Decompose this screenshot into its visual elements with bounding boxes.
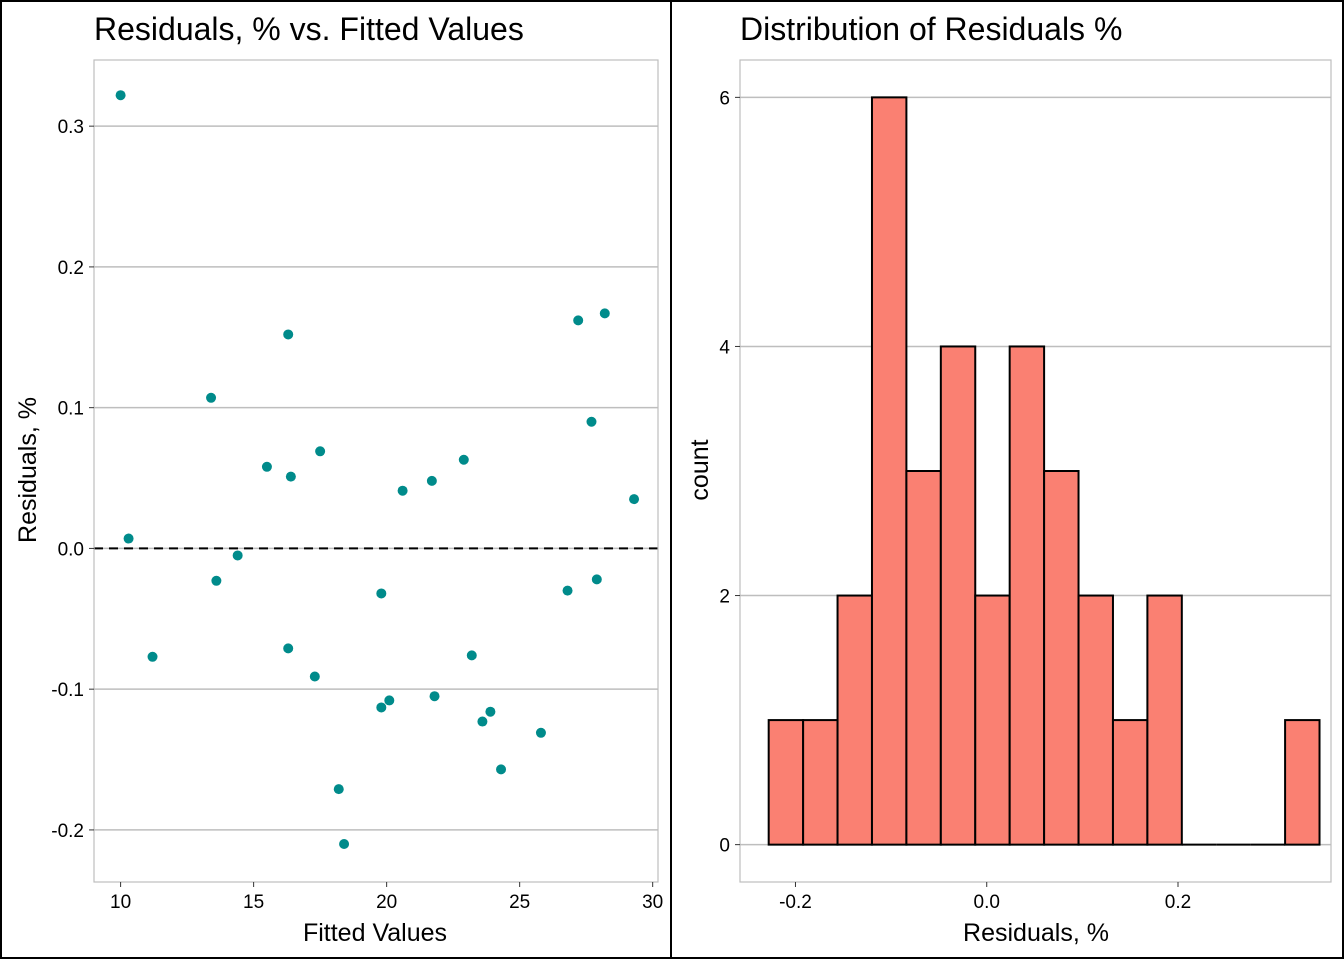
histogram-bar — [1284, 719, 1321, 846]
scatter-point — [496, 764, 507, 775]
scatter-point — [458, 454, 469, 465]
scatter-point — [562, 585, 573, 596]
right-panel-frame — [670, 0, 1344, 959]
scatter-y-tick-label: 0.2 — [58, 258, 84, 279]
scatter-point — [261, 461, 272, 472]
scatter-point — [466, 650, 477, 661]
scatter-x-axis-label: Fitted Values — [303, 919, 447, 947]
histogram-y-tick-label: 0 — [719, 836, 730, 857]
scatter-point — [283, 329, 294, 340]
scatter-y-tick-label: 0.1 — [58, 399, 84, 420]
scatter-y-tick-label: -0.2 — [51, 821, 84, 842]
scatter-point — [115, 90, 126, 101]
histogram-bar — [939, 345, 977, 846]
histogram-bar — [1008, 345, 1046, 846]
histogram-y-tick-label: 6 — [719, 88, 730, 109]
scatter-point — [477, 716, 488, 727]
scatter-x-tick-label: 30 — [642, 892, 663, 913]
scatter-point — [339, 838, 350, 849]
scatter-point — [309, 671, 320, 682]
scatter-points — [115, 90, 640, 849]
histogram-bar — [870, 96, 908, 846]
scatter-point — [426, 475, 437, 486]
scatter-point — [573, 315, 584, 326]
histogram-x-tick-label: 0.0 — [974, 892, 1000, 913]
scatter-point — [211, 575, 222, 586]
scatter-y-axis-label: Residuals, % — [14, 397, 42, 543]
scatter-point — [629, 494, 640, 505]
scatter-gridlines — [94, 125, 658, 831]
histogram-bar — [1146, 594, 1183, 846]
histogram-y-axis-label: count — [686, 439, 714, 500]
scatter-point — [123, 533, 134, 544]
scatter-x-ticks: 10 15 20 25 30 — [110, 882, 663, 913]
histogram-y-ticks: 0 2 4 6 — [719, 88, 740, 857]
left-panel-frame — [0, 0, 672, 959]
scatter-x-tick-label: 25 — [509, 892, 530, 913]
scatter-title: Residuals, % vs. Fitted Values — [94, 11, 524, 47]
scatter-point — [397, 485, 408, 496]
histogram-x-ticks: -0.2 0.0 0.2 — [779, 882, 1191, 913]
scatter-y-tick-label: 0.0 — [58, 539, 84, 560]
scatter-x-tick-label: 10 — [110, 892, 131, 913]
histogram-bars — [767, 96, 1321, 846]
scatter-point — [333, 784, 344, 795]
scatter-point — [285, 471, 296, 482]
residuals-histogram: Distribution of Residuals % 0 2 4 6 -0.2 0.0… — [686, 11, 1332, 947]
histogram-x-tick-label: -0.2 — [779, 892, 812, 913]
scatter-point — [599, 308, 610, 319]
residuals-scatter-plot: Residuals, % vs. Fitted Values -0.2 -0.1 0… — [14, 11, 663, 947]
scatter-y-ticks: -0.2 -0.1 0.0 0.1 0.2 0.3 — [51, 117, 94, 842]
histogram-bar — [974, 594, 1011, 846]
scatter-point — [485, 706, 496, 717]
scatter-point — [376, 702, 387, 713]
scatter-y-tick-label: 0.3 — [58, 117, 84, 138]
histogram-bar — [802, 719, 839, 846]
scatter-point — [283, 643, 294, 654]
scatter-x-tick-label: 15 — [243, 892, 264, 913]
histogram-bar — [905, 470, 942, 846]
scatter-point — [232, 550, 243, 561]
histogram-y-tick-label: 4 — [719, 337, 730, 358]
scatter-point — [591, 574, 602, 585]
histogram-x-axis-label: Residuals, % — [963, 919, 1109, 947]
scatter-point — [206, 392, 217, 403]
histogram-bar — [1043, 470, 1080, 846]
histogram-title: Distribution of Residuals % — [740, 11, 1122, 47]
histogram-bar — [1111, 719, 1149, 846]
histogram-bar — [767, 719, 805, 846]
scatter-point — [535, 727, 546, 738]
histogram-plot-area — [739, 59, 1332, 883]
histogram-bar — [836, 594, 873, 846]
histogram-y-tick-label: 2 — [719, 587, 730, 608]
scatter-point — [376, 588, 387, 599]
scatter-point — [384, 695, 395, 706]
scatter-point — [315, 446, 326, 457]
scatter-point — [586, 416, 597, 427]
scatter-point — [147, 651, 158, 662]
scatter-x-tick-label: 20 — [376, 892, 397, 913]
scatter-point — [429, 691, 440, 702]
histogram-bar — [1077, 594, 1114, 846]
histogram-x-tick-label: 0.2 — [1165, 892, 1191, 913]
scatter-y-tick-label: -0.1 — [51, 680, 84, 701]
scatter-plot-area — [93, 59, 659, 883]
